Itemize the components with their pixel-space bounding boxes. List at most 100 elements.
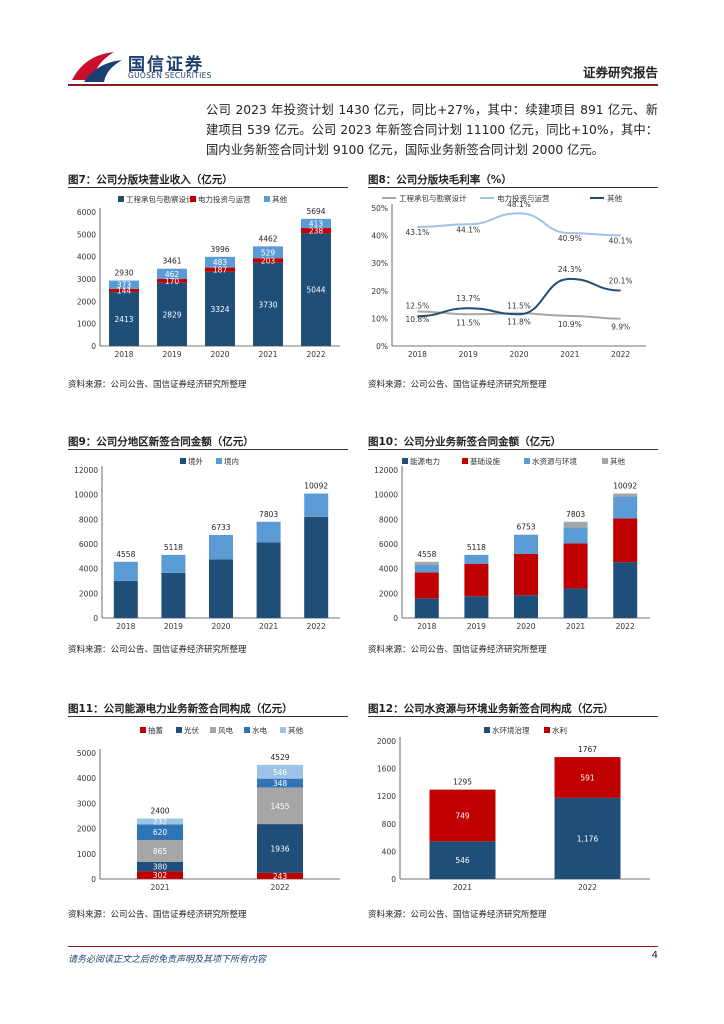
fig3-ytick-label: 10000 <box>374 491 398 500</box>
fig4-legend-swatch <box>176 727 182 733</box>
fig3-ytick-label: 2000 <box>379 589 398 598</box>
figure-8-title: 图8：公司分版块毛利率（%） <box>368 174 512 186</box>
fig1-legend-label: 其他 <box>607 193 622 203</box>
fig0-xtick-label: 2018 <box>114 350 133 359</box>
fig0-value-label: 413 <box>309 219 324 228</box>
fig0-ytick-label: 4000 <box>77 253 96 262</box>
fig0-bar-segment <box>205 267 235 272</box>
fig0-xtick-label: 2020 <box>210 350 229 359</box>
fig1-series-line <box>417 212 621 237</box>
fig2-legend-swatch <box>180 458 186 464</box>
fig0-bar-segment <box>301 233 331 346</box>
fig3-bar-segment <box>563 527 588 544</box>
fig1-data-label: 13.7% <box>456 294 480 303</box>
fig1-data-label: 24.3% <box>558 265 582 274</box>
fig0-bar-segment <box>205 256 235 268</box>
fig3-legend-label: 基础设施 <box>470 456 500 466</box>
fig4-legend-swatch <box>140 727 146 733</box>
fig0-xtick-label: 2021 <box>258 350 277 359</box>
fig5-legend-label: 水环境治理 <box>492 725 530 735</box>
fig3-legend-label: 能源电力 <box>410 456 440 466</box>
fig2-bar-segment <box>209 559 233 618</box>
fig2-xtick-label: 2020 <box>211 622 230 631</box>
fig4-value-label: 546 <box>273 768 288 777</box>
fig1-ytick-label: 40% <box>371 232 388 241</box>
fig0-value-label: 187 <box>213 266 228 275</box>
fig0-total-label: 2930 <box>114 269 133 278</box>
fig4-bar-segment <box>137 871 183 879</box>
fig5-legend-swatch <box>544 727 550 733</box>
fig0-ytick-label: 1000 <box>77 320 96 329</box>
fig3-ytick-label: 8000 <box>379 515 398 524</box>
fig3-legend-swatch <box>402 458 408 464</box>
fig2-ytick-label: 2000 <box>79 589 98 598</box>
fig3-ytick-label: 12000 <box>374 466 398 475</box>
fig0-value-label: 203 <box>261 256 276 265</box>
fig2-total-label: 10092 <box>304 482 328 491</box>
logo-name-cn: 国信证券 <box>128 55 204 75</box>
fig5-value-label: 546 <box>455 856 470 865</box>
fig3-legend-swatch <box>524 458 530 464</box>
fig5-total-label: 1767 <box>578 745 597 754</box>
fig0-value-label: 238 <box>309 227 324 236</box>
fig1-data-label: 12.5% <box>405 302 429 311</box>
fig4-bar-segment <box>137 840 183 862</box>
fig0-bar-segment <box>253 262 283 346</box>
fig3-legend-label: 其他 <box>610 456 625 466</box>
fig1-ytick-label: 20% <box>371 287 388 296</box>
fig4-value-label: 243 <box>273 872 288 881</box>
figure-10-chart: 0 2000 4000 6000 8000 10000 12000 2018 4558 2019 5… <box>374 456 650 631</box>
fig0-value-label: 144 <box>117 287 132 296</box>
figure-11-chart: 0 1000 2000 3000 4000 5000 2021 2400 2022 4529 抽蓄 光… <box>77 725 340 892</box>
fig1-ytick-label: 10% <box>371 314 388 323</box>
fig4-bar-segment <box>257 824 303 873</box>
fig4-ytick-label: 2000 <box>77 825 96 834</box>
figure-9-chart: 0 2000 4000 6000 8000 10000 12000 2018 4558 2019 5… <box>74 456 340 631</box>
fig3-xtick-label: 2018 <box>417 622 436 631</box>
fig4-ytick-label: 5000 <box>77 749 96 758</box>
fig0-value-label: 483 <box>213 258 228 267</box>
fig0-bar-segment <box>301 228 331 234</box>
fig5-total-label: 1295 <box>453 778 472 787</box>
fig4-value-label: 865 <box>153 847 168 856</box>
fig2-bar-segment <box>113 580 138 618</box>
fig3-bar-segment <box>563 588 588 618</box>
fig4-ytick-label: 4000 <box>77 774 96 783</box>
fig5-bar-segment <box>554 797 621 879</box>
report-type-label: 证券研究报告 <box>582 65 658 80</box>
fig0-total-label: 5694 <box>306 207 325 216</box>
fig0-value-label: 529 <box>261 248 276 257</box>
fig0-bar-segment <box>157 279 187 283</box>
fig5-bar-segment <box>429 789 496 842</box>
fig2-bar-segment <box>209 534 233 560</box>
fig3-total-label: 6753 <box>516 523 535 532</box>
fig2-xtick-label: 2018 <box>116 622 135 631</box>
fig2-xtick-label: 2019 <box>164 622 183 631</box>
fig0-legend-swatch <box>118 196 124 202</box>
fig5-ytick-label: 2000 <box>377 737 396 746</box>
figure-8-source: 资料来源：公司公告、国信证券经济研究所整理 <box>368 380 547 390</box>
figure-9-title: 图9：公司分地区新签合同金额（亿元） <box>68 436 254 448</box>
fig3-legend-swatch <box>602 458 608 464</box>
fig2-ytick-label: 4000 <box>79 565 98 574</box>
fig1-data-label: 40.9% <box>558 234 582 243</box>
fig5-bar-segment <box>429 841 496 879</box>
fig3-total-label: 4558 <box>417 550 436 559</box>
fig3-bar-segment <box>414 561 439 565</box>
fig5-xtick-label: 2022 <box>578 883 597 892</box>
fig3-bar-segment <box>464 596 489 618</box>
footer-disclaimer: 请务必阅读正文之后的免责声明及其项下所有内容 <box>68 955 267 965</box>
fig4-legend-swatch <box>210 727 216 733</box>
fig0-legend-label: 工程承包与勘察设计 <box>126 194 194 204</box>
fig2-total-label: 7803 <box>259 510 278 519</box>
fig1-xtick-label: 2018 <box>408 350 427 359</box>
fig4-bar-segment <box>137 818 183 825</box>
fig1-legend-label: 工程承包与勘察设计 <box>399 193 467 203</box>
fig1-data-label: 43.1% <box>405 228 429 237</box>
fig3-bar-segment <box>414 572 439 599</box>
fig0-value-label: 462 <box>165 270 180 279</box>
fig2-legend-label: 境内 <box>224 456 239 466</box>
fig3-ytick-label: 4000 <box>379 565 398 574</box>
figure-11-source: 资料来源：公司公告、国信证券经济研究所整理 <box>68 910 247 920</box>
fig4-bar-segment <box>137 824 183 841</box>
